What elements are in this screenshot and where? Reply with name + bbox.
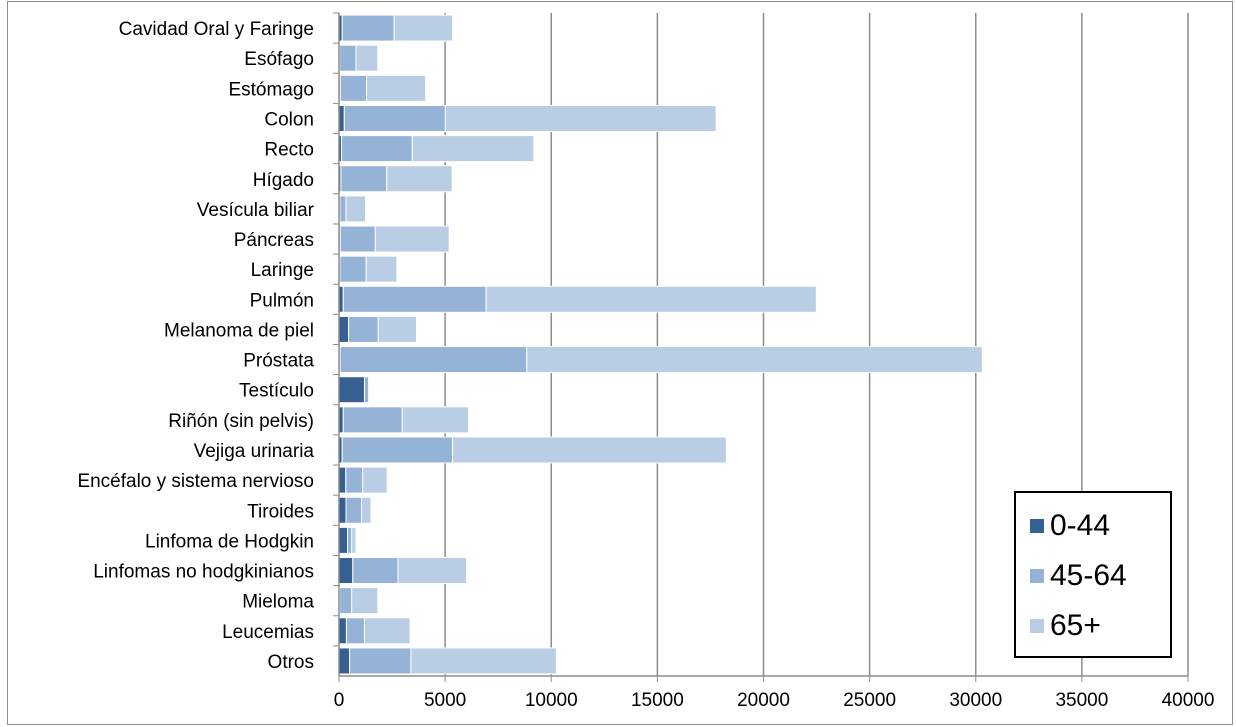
legend-label-45-64: 45-64: [1050, 559, 1127, 592]
category-label: Laringe: [251, 260, 314, 281]
legend-label-65plus: 65+: [1050, 609, 1101, 642]
bar-colon-0-44: [338, 104, 345, 132]
bar-pulm-n-45-64: [342, 285, 487, 313]
category-label: Cavidad Oral y Faringe: [119, 19, 314, 40]
bar-laringe-65plus: [365, 255, 398, 283]
bar-ves-cula-biliar-45-64: [339, 195, 347, 223]
bar-recto-65plus: [411, 135, 535, 163]
x-tick-label-10000: 10000: [525, 690, 578, 711]
bar-mieloma-65plus: [351, 587, 379, 615]
bar-es-fago-65plus: [355, 44, 379, 72]
bar-test-culo-0-44: [338, 376, 365, 404]
bar-cavidad-oral-y-faringe-45-64: [341, 14, 395, 42]
bar-es-fago-45-64: [339, 44, 357, 72]
x-tick-label-35000: 35000: [1055, 690, 1108, 711]
x-tick-label-15000: 15000: [631, 690, 684, 711]
bar-melanoma-de-piel-45-64: [348, 315, 379, 343]
category-label: Linfomas no hodgkinianos: [93, 562, 314, 583]
category-label: Riñón (sin pelvis): [168, 411, 314, 432]
bar-tiroides-45-64: [345, 496, 362, 524]
bar-pulm-n-65plus: [485, 285, 817, 313]
category-label: Otros: [268, 652, 314, 673]
bar-test-culo-45-64: [363, 376, 370, 404]
bar-ri-n-sin-pelvis--45-64: [342, 406, 403, 434]
category-labels: Cavidad Oral y Faringe Esófago Estómago Col…: [77, 19, 314, 673]
bars: [338, 14, 983, 675]
category-label: Mieloma: [242, 592, 314, 613]
bar-test-culo-65plus: [368, 376, 371, 404]
legend-item-0-44: 0-44: [1016, 501, 1170, 551]
bar-vejiga-urinaria-45-64: [341, 436, 454, 464]
bar-pr-stata-65plus: [526, 346, 983, 374]
category-label: Próstata: [243, 351, 314, 372]
x-tick-label-5000: 5000: [424, 690, 466, 711]
x-tick-labels: 0 5000 10000 15000 20000 25000 30000 35000 40000: [334, 676, 1215, 711]
bar-h-gado-65plus: [386, 165, 453, 193]
bar-pr-stata-45-64: [339, 346, 528, 374]
category-label: Recto: [264, 140, 314, 161]
category-label: Hígado: [253, 170, 314, 191]
category-label: Estómago: [228, 79, 314, 100]
x-tick-label-0: 0: [334, 690, 345, 711]
bar-est-mago-45-64: [339, 74, 368, 102]
category-label: Colon: [264, 109, 314, 130]
category-label: Vejiga urinaria: [194, 441, 315, 462]
bar-linfomas-no-hodgkinianos-45-64: [352, 557, 399, 585]
bar-enc-falo-y-sistema-nervioso-65plus: [362, 466, 388, 494]
bar-p-ncreas-65plus: [374, 225, 450, 253]
category-label: Vesícula biliar: [197, 200, 315, 221]
bar-enc-falo-y-sistema-nervioso-0-44: [338, 466, 347, 494]
bar-leucemias-0-44: [338, 617, 347, 645]
bar-linfomas-no-hodgkinianos-65plus: [397, 557, 468, 585]
category-label: Testículo: [239, 381, 314, 402]
bar-p-ncreas-45-64: [339, 225, 376, 253]
bar-linfoma-de-hodgkin-0-44: [338, 526, 348, 554]
bar-ves-cula-biliar-65plus: [345, 195, 367, 223]
bar-melanoma-de-piel-65plus: [377, 315, 417, 343]
bar-colon-45-64: [343, 104, 446, 132]
bar-melanoma-de-piel-0-44: [338, 315, 350, 343]
bar-est-mago-65plus: [366, 74, 427, 102]
bar-vejiga-urinaria-65plus: [452, 436, 727, 464]
x-tick-label-25000: 25000: [843, 690, 896, 711]
bar-leucemias-65plus: [363, 617, 411, 645]
bar-tiroides-0-44: [338, 496, 347, 524]
category-label: Tiroides: [247, 501, 314, 522]
category-label: Páncreas: [234, 230, 314, 251]
bar-leucemias-45-64: [345, 617, 365, 645]
legend-item-65plus: 65+: [1016, 601, 1170, 651]
bar-linfomas-no-hodgkinianos-0-44: [338, 557, 354, 585]
bar-h-gado-45-64: [340, 165, 388, 193]
legend-item-45-64: 45-64: [1016, 551, 1170, 601]
category-label: Leucemias: [222, 622, 314, 643]
legend-swatch-0-44: [1030, 519, 1044, 533]
bar-mieloma-45-64: [339, 587, 353, 615]
bar-otros-0-44: [338, 647, 351, 675]
bar-laringe-45-64: [339, 255, 367, 283]
bar-linfoma-de-hodgkin-45-64: [346, 526, 353, 554]
bar-recto-45-64: [341, 135, 413, 163]
bar-tiroides-65plus: [360, 496, 372, 524]
bar-ri-n-sin-pelvis--65plus: [401, 406, 469, 434]
bar-enc-falo-y-sistema-nervioso-45-64: [345, 466, 364, 494]
bar-colon-65plus: [444, 104, 717, 132]
legend: 0-44 45-64 65+: [1014, 491, 1172, 658]
category-label: Encéfalo y sistema nervioso: [77, 471, 314, 492]
x-tick-label-30000: 30000: [949, 690, 1002, 711]
bar-cavidad-oral-y-faringe-65plus: [393, 14, 454, 42]
x-tick-label-20000: 20000: [737, 690, 790, 711]
legend-label-0-44: 0-44: [1050, 509, 1111, 542]
category-label: Linfoma de Hodgkin: [145, 531, 314, 552]
x-tick-label-40000: 40000: [1162, 690, 1215, 711]
legend-swatch-45-64: [1030, 569, 1044, 583]
legend-swatch-65plus: [1030, 619, 1044, 633]
category-label: Esófago: [244, 49, 314, 70]
bar-linfoma-de-hodgkin-65plus: [351, 526, 357, 554]
bar-otros-45-64: [349, 647, 412, 675]
category-label: Melanoma de piel: [164, 320, 314, 341]
bar-otros-65plus: [410, 647, 557, 675]
category-label: Pulmón: [250, 290, 314, 311]
